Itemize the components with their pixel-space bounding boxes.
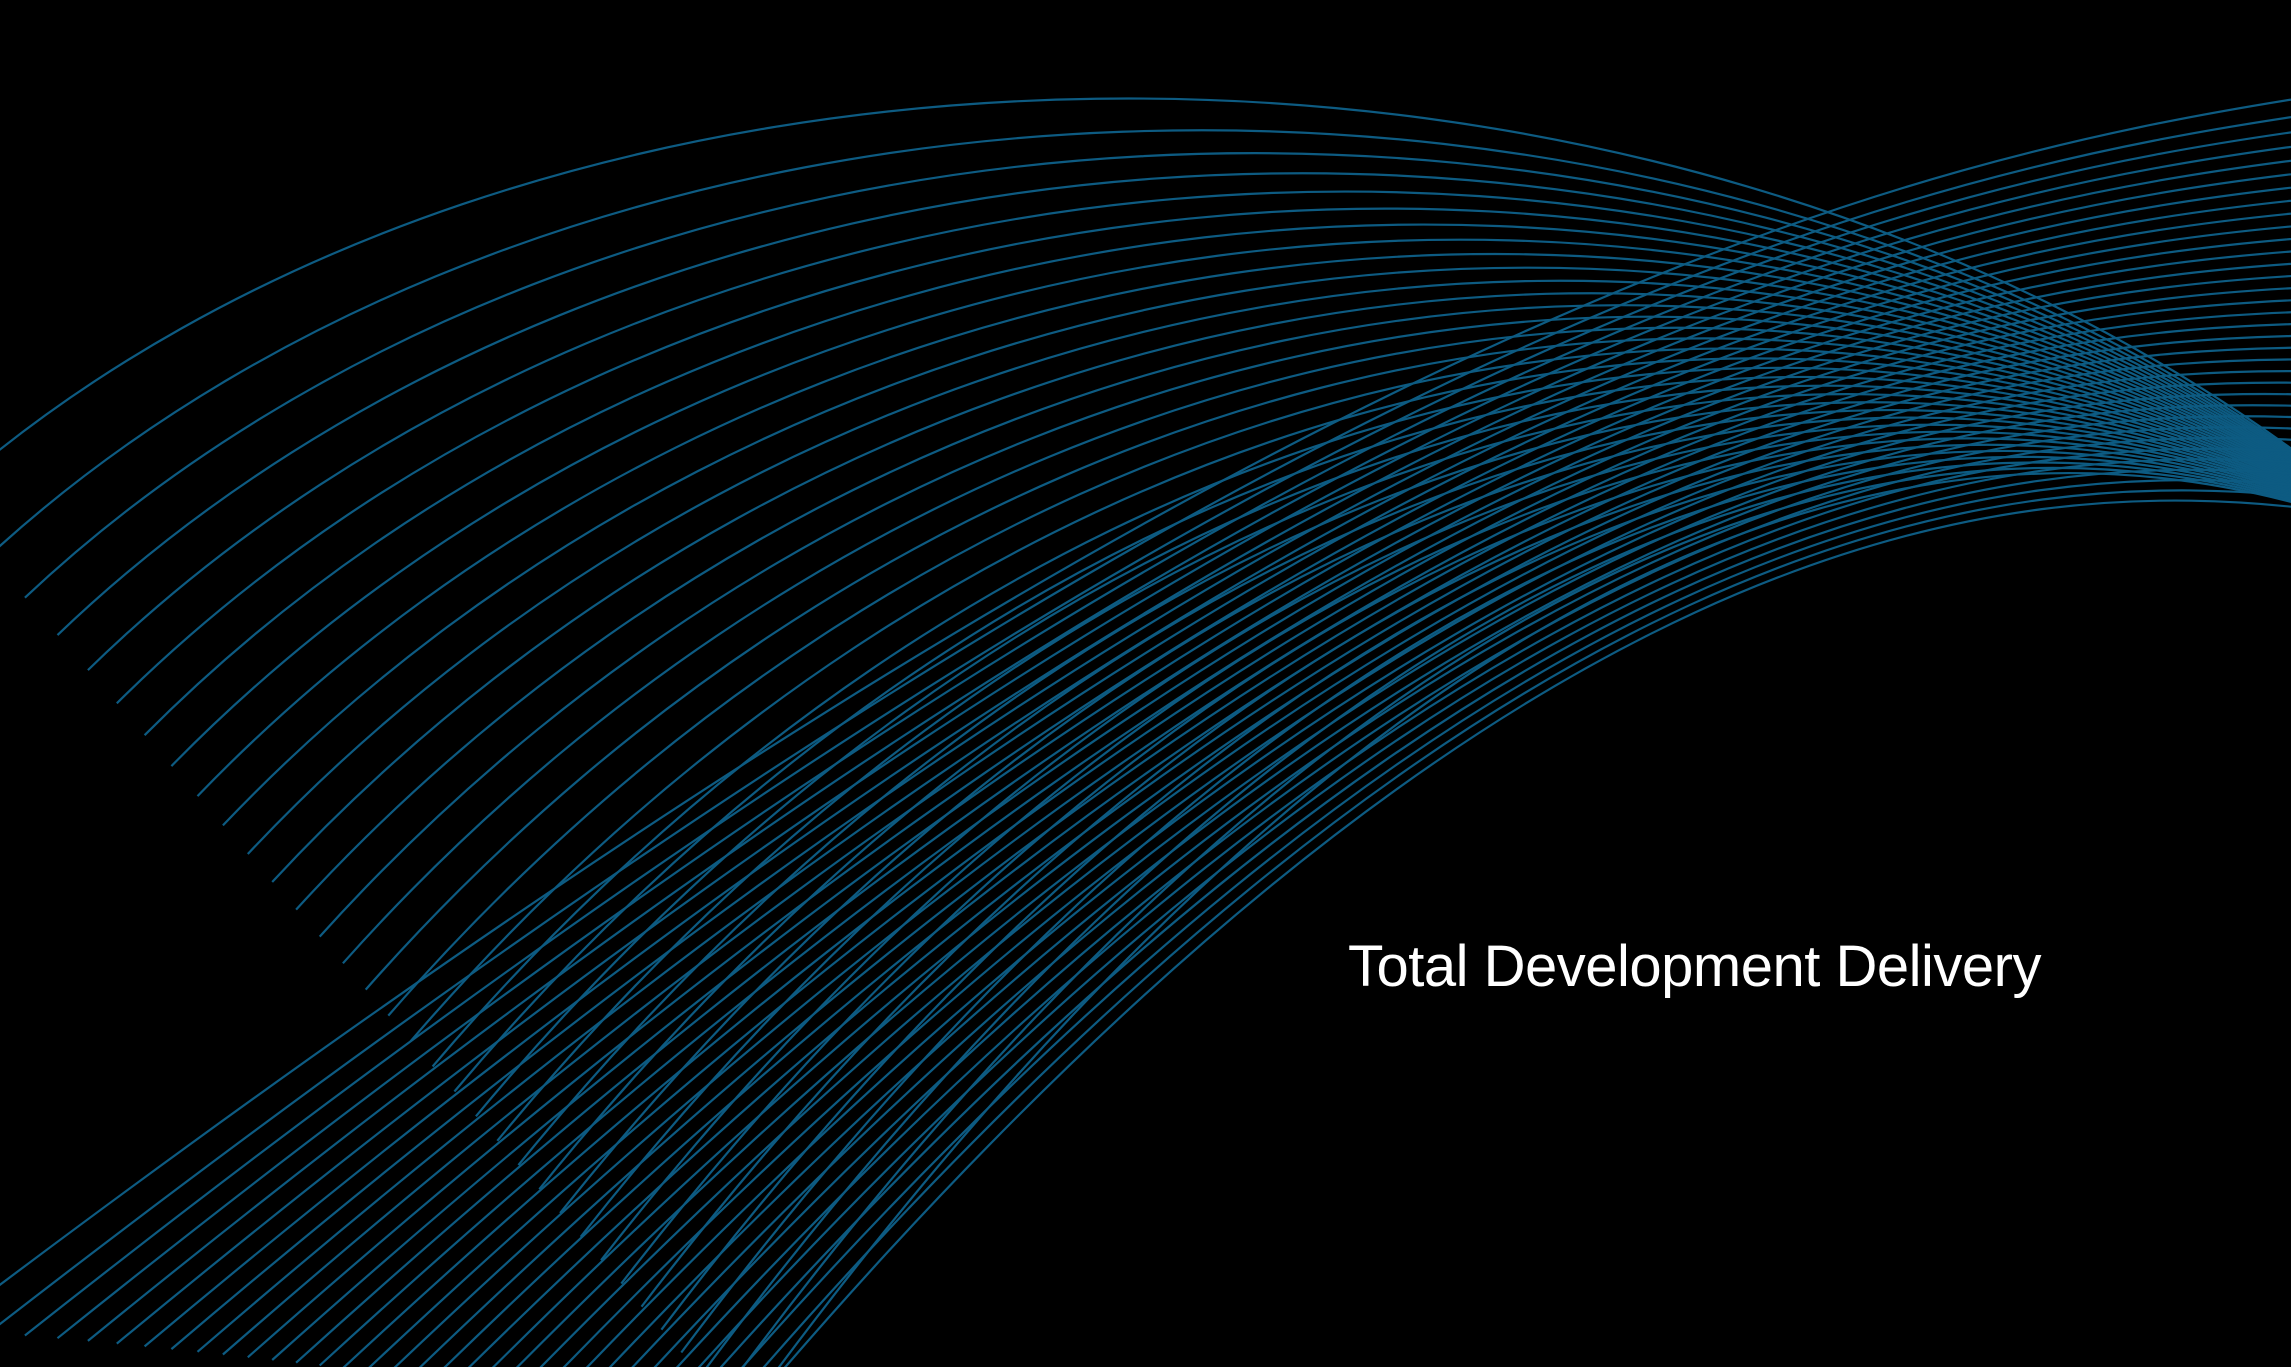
wave-line	[170, 199, 2291, 1350]
wave-line	[0, 129, 2291, 548]
wave-line	[762, 489, 2291, 1367]
wave-line	[620, 437, 2291, 1285]
wave-line	[783, 499, 2291, 1367]
wave-line	[676, 447, 2291, 1367]
wave-line	[24, 152, 2291, 599]
wave-line	[559, 416, 2291, 1214]
wave-line	[719, 468, 2291, 1367]
wave-line	[143, 223, 2291, 736]
wave-line	[116, 173, 2291, 1345]
wave-line	[431, 366, 2291, 1068]
wave-line	[467, 346, 2291, 1367]
wave-line	[271, 250, 2291, 1361]
wave-line	[387, 347, 2291, 1017]
wave-line	[196, 212, 2291, 1353]
wave-line	[143, 186, 2291, 1348]
tagline-text: Total Development Delivery	[1348, 934, 2041, 999]
wave-line	[368, 299, 2291, 1367]
wave-line	[393, 311, 2291, 1367]
wave-line	[418, 323, 2291, 1367]
wave-line	[443, 334, 2291, 1367]
wave-line	[680, 455, 2291, 1354]
wave-line	[562, 392, 2291, 1367]
wave-line	[0, 98, 2291, 1287]
wave-line	[318, 274, 2291, 1367]
wave-line	[539, 381, 2291, 1367]
wave-line	[87, 159, 2291, 1342]
wave-line	[342, 326, 2291, 965]
wave-line	[585, 404, 2291, 1367]
wave-line	[640, 443, 2291, 1308]
wave-line	[246, 279, 2291, 855]
wave-line	[222, 225, 2291, 1356]
wave-line	[705, 461, 2291, 1367]
wave-line	[222, 266, 2291, 827]
wave-line	[247, 237, 2291, 1359]
wave-line	[492, 358, 2291, 1367]
right-arc-lines	[0, 98, 2291, 1367]
wave-line	[318, 315, 2291, 938]
wave-line	[56, 145, 2291, 1340]
wave-line	[295, 262, 2291, 1364]
wave-line	[653, 436, 2291, 1367]
wave-line	[741, 479, 2291, 1367]
wave-line	[170, 238, 2291, 767]
wave-line	[0, 115, 2291, 1326]
wave-line	[56, 172, 2291, 636]
wave-line	[600, 430, 2291, 1261]
wave-line	[24, 131, 2291, 1337]
wave-line	[631, 426, 2291, 1367]
wave-line	[342, 287, 2291, 1367]
wave-line	[741, 466, 2291, 1367]
wave-line	[475, 384, 2291, 1118]
wave-line	[516, 370, 2291, 1367]
wave-line	[295, 304, 2291, 911]
wave-line	[538, 409, 2291, 1190]
wave-line	[608, 415, 2291, 1367]
wave-line	[0, 97, 2291, 452]
wave-line	[697, 458, 2291, 1367]
wave-line	[87, 190, 2291, 671]
wave-line	[364, 337, 2291, 991]
